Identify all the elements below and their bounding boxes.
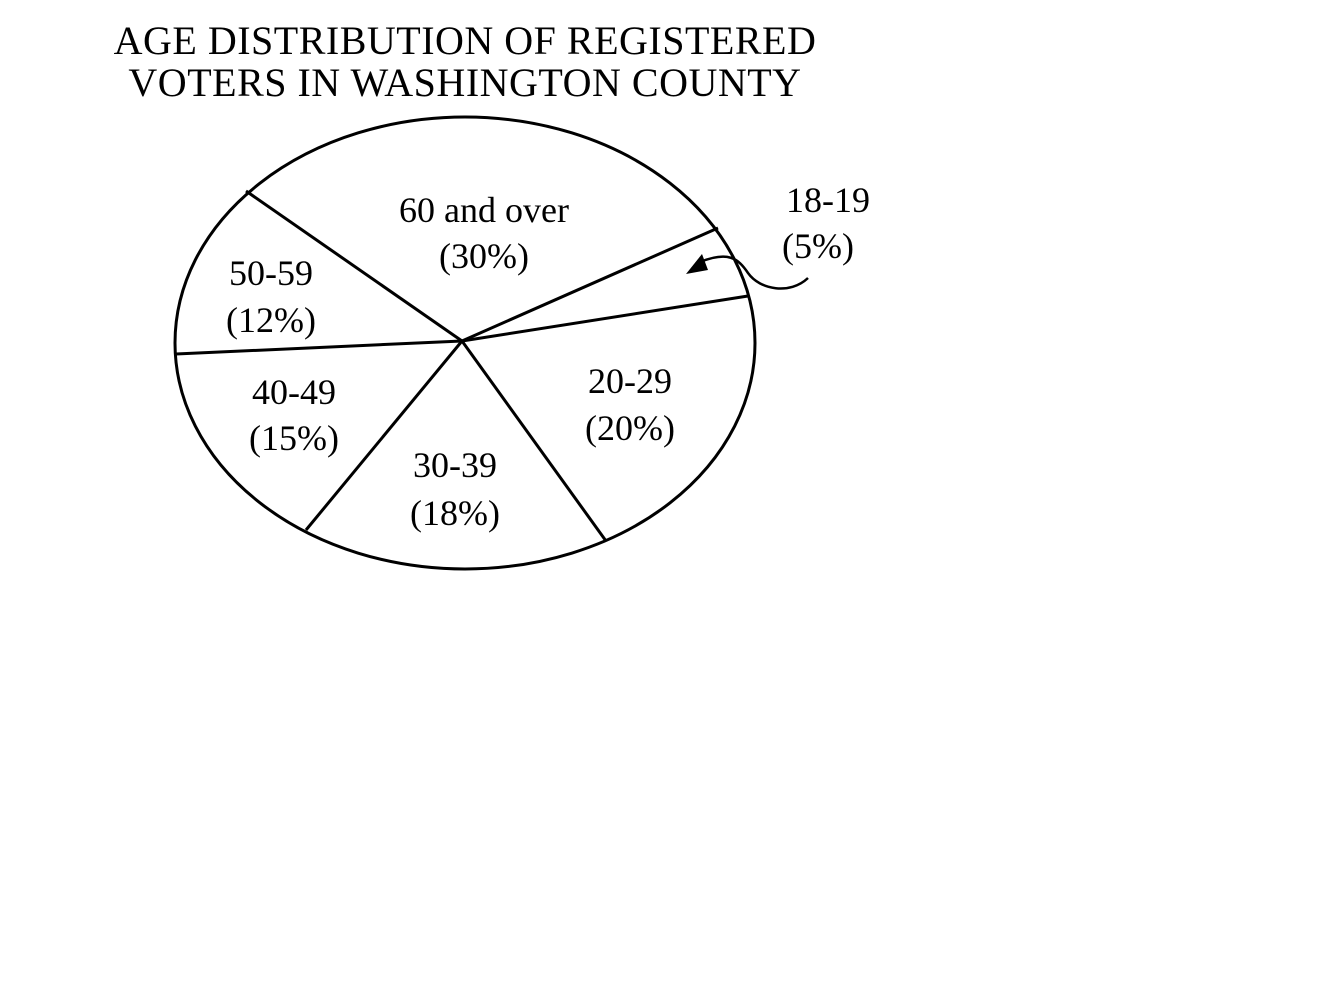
divider-30-39-40-49: [304, 340, 464, 531]
slice-divider-lines: [175, 189, 749, 542]
divider-50-59-60-and-over: [245, 189, 463, 343]
slice-label-20-29: 20-29: [588, 361, 672, 401]
callout-curve: [699, 255, 809, 290]
chart-title: AGE DISTRIBUTION OF REGISTERED VOTERS IN…: [30, 20, 900, 104]
slice-label-40-49: 40-49: [252, 372, 336, 412]
slice-percent-20-29: (20%): [585, 408, 675, 448]
chart-title-line-2: VOTERS IN WASHINGTON COUNTY: [128, 60, 802, 105]
slice-label-50-59: 50-59: [229, 253, 313, 293]
divider-20-29-30-39: [460, 340, 608, 542]
divider-60-and-over-18-19: [461, 226, 719, 343]
slice-60-and-over: 60 and over (30%): [399, 190, 569, 276]
slice-label-30-39: 30-39: [413, 445, 497, 485]
slice-percent-30-39: (18%): [410, 493, 500, 533]
slice-label-18-19: 18-19: [786, 180, 870, 220]
callout-arrowhead-icon: [686, 254, 708, 274]
chart-title-line-1: AGE DISTRIBUTION OF REGISTERED: [113, 18, 817, 63]
slice-percent-50-59: (12%): [226, 300, 316, 340]
slice-18-19: 18-19 (5%): [782, 180, 870, 266]
slice-percent-18-19: (5%): [782, 226, 854, 266]
slice-40-49: 40-49 (15%): [249, 372, 339, 458]
slice-30-39: 30-39 (18%): [410, 445, 500, 533]
slice-20-29: 20-29 (20%): [585, 361, 675, 448]
slice-percent-40-49: (15%): [249, 418, 339, 458]
divider-40-49-50-59: [175, 339, 463, 356]
slice-50-59: 50-59 (12%): [226, 253, 316, 340]
divider-18-19-20-29: [461, 294, 749, 343]
slice-percent-60-and-over: (30%): [439, 236, 529, 276]
callout-arrow-18-19: [686, 254, 809, 290]
slice-label-60-and-over: 60 and over: [399, 190, 569, 230]
